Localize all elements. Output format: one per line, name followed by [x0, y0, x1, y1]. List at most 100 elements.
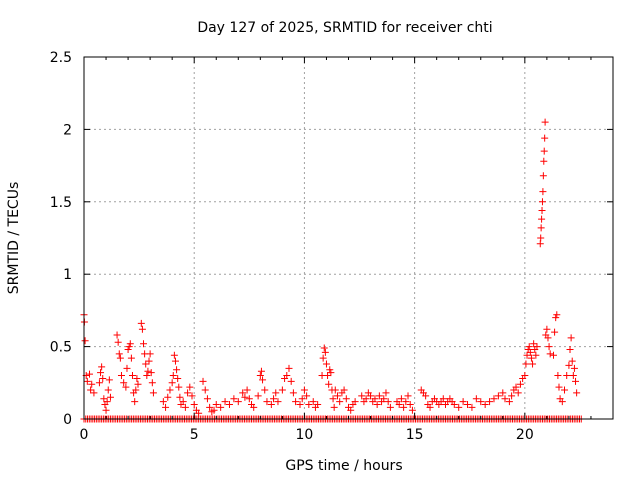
data-point: [342, 395, 350, 403]
data-point: [131, 398, 139, 406]
y-tick-label: 2.5: [50, 50, 72, 66]
data-point: [553, 311, 561, 319]
data-point: [102, 406, 110, 414]
data-point: [481, 401, 489, 409]
data-point: [552, 314, 560, 322]
data-point: [512, 383, 520, 391]
data-point: [267, 401, 275, 409]
data-point: [319, 354, 327, 362]
data-point: [529, 360, 537, 368]
plot-frame: [83, 56, 614, 420]
data-point: [569, 372, 577, 380]
data-point: [325, 380, 333, 388]
data-point: [128, 372, 136, 380]
x-tick-label: 0: [80, 427, 89, 443]
data-point: [326, 366, 334, 374]
data-point: [298, 395, 306, 403]
data-point: [87, 386, 95, 394]
chart-title: Day 127 of 2025, SRMTID for receiver cht…: [197, 20, 492, 36]
data-point: [347, 406, 355, 414]
data-point: [380, 395, 388, 403]
data-point: [455, 403, 463, 411]
data-point: [142, 360, 150, 368]
data-point: [95, 379, 103, 387]
data-point: [173, 366, 181, 374]
data-point: [336, 398, 344, 406]
y-tick-label: 0.5: [50, 340, 72, 356]
data-point: [132, 386, 140, 394]
data-point: [375, 392, 383, 400]
data-point: [149, 389, 157, 397]
data-point: [184, 389, 192, 397]
data-point: [176, 393, 184, 401]
data-point: [250, 403, 258, 411]
data-point: [314, 401, 322, 409]
data-point: [545, 343, 553, 351]
data-point: [243, 386, 251, 394]
data-point: [472, 395, 480, 403]
data-point: [186, 383, 194, 391]
data-point: [113, 331, 121, 339]
data-point: [206, 403, 214, 411]
data-point: [333, 392, 341, 400]
data-point: [296, 401, 304, 409]
data-point: [551, 328, 559, 336]
x-tick-label: 15: [406, 427, 424, 443]
data-point: [225, 401, 233, 409]
data-point: [514, 389, 522, 397]
data-point: [397, 395, 405, 403]
data-point: [126, 340, 134, 348]
data-point: [546, 350, 554, 358]
y-axis: 0 0.5 1 1.5 2 2.5: [50, 50, 613, 428]
data-point: [544, 334, 552, 342]
data-point: [406, 401, 414, 409]
data-point: [125, 343, 133, 351]
data-point: [543, 325, 551, 333]
data-point: [331, 386, 339, 394]
data-point: [241, 393, 249, 401]
data-point: [540, 147, 548, 155]
data-point: [570, 364, 578, 372]
data-point: [422, 392, 430, 400]
data-point: [88, 380, 96, 388]
data-point: [166, 386, 174, 394]
y-tick-label: 1: [63, 267, 72, 283]
y-tick-label: 2: [63, 122, 72, 138]
data-point: [261, 386, 269, 394]
data-point: [351, 398, 359, 406]
data-point: [212, 401, 220, 409]
data-point: [426, 403, 434, 411]
data-point: [549, 351, 557, 359]
data-point: [234, 398, 242, 406]
data-point: [563, 372, 571, 380]
data-point: [516, 380, 524, 388]
data-point: [538, 206, 546, 214]
data-point: [170, 351, 178, 359]
data-point: [123, 364, 131, 372]
data-point: [105, 376, 113, 384]
data-point: [565, 361, 573, 369]
x-axis-label: GPS time / hours: [285, 458, 402, 474]
data-point: [561, 386, 569, 394]
grid: [84, 57, 613, 419]
data-point: [532, 351, 540, 359]
data-point: [203, 395, 211, 403]
data-point: [289, 389, 297, 397]
data-point: [115, 350, 123, 358]
data-point: [171, 357, 179, 365]
data-point: [340, 386, 348, 394]
data-point: [147, 369, 155, 377]
data-point: [120, 379, 128, 387]
data-point: [537, 224, 545, 232]
data-point: [174, 374, 182, 382]
data-point: [138, 325, 146, 333]
data-point: [558, 398, 566, 406]
data-point: [539, 188, 547, 196]
data-point: [459, 398, 467, 406]
data-point: [137, 319, 145, 327]
data-point: [567, 334, 575, 342]
data-point: [521, 372, 529, 380]
data-point: [538, 198, 546, 206]
